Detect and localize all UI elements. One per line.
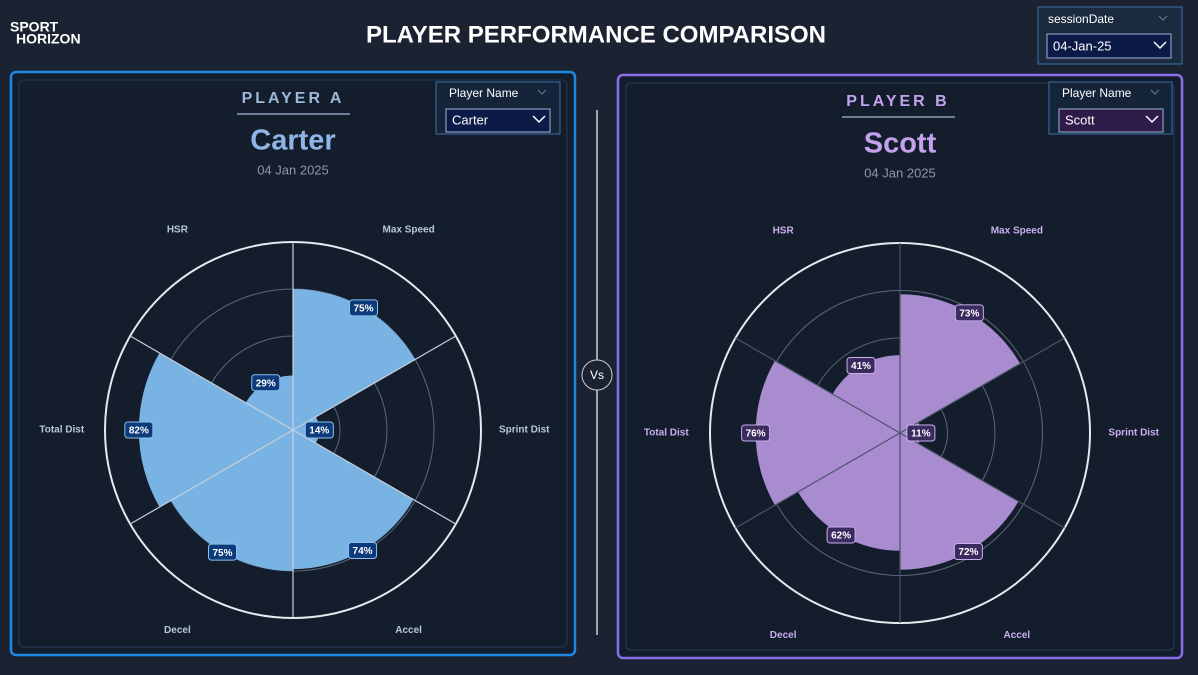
date-filter-label: sessionDate xyxy=(1048,12,1114,26)
chevron xyxy=(1145,115,1159,124)
spoke xyxy=(292,335,457,431)
category-label: Total Dist xyxy=(39,425,84,436)
page-title: PLAYER PERFORMANCE COMPARISON xyxy=(366,21,826,48)
value-label-box xyxy=(304,421,334,439)
category-label: Decel xyxy=(164,625,191,636)
wedge xyxy=(170,430,293,571)
wedge xyxy=(138,352,293,508)
category-label: Sprint Dist xyxy=(1108,428,1159,439)
chevron xyxy=(532,115,546,124)
value-label-box xyxy=(208,543,237,561)
value-label: 14% xyxy=(309,426,329,437)
value-label: 74% xyxy=(353,546,373,557)
value-label: 72% xyxy=(958,547,978,558)
logo-top: SPORT xyxy=(10,19,59,35)
spoke xyxy=(735,337,901,434)
category-label: Max Speed xyxy=(991,225,1043,236)
value-label-box xyxy=(348,541,378,559)
spoke xyxy=(292,429,457,525)
spoke xyxy=(899,337,1065,434)
category-label: HSR xyxy=(167,224,189,235)
category-label: Decel xyxy=(770,630,797,641)
chevron xyxy=(1158,15,1168,21)
value-label-box xyxy=(954,304,984,322)
filter-label: Player Name xyxy=(1062,86,1132,100)
player-heading: PLAYER B xyxy=(846,93,949,110)
value-label: 41% xyxy=(851,361,871,372)
date-select[interactable] xyxy=(1046,33,1172,59)
category-label: Total Dist xyxy=(644,428,689,439)
wedge xyxy=(832,355,900,433)
session-date: 04 Jan 2025 xyxy=(864,165,936,180)
chevron xyxy=(1153,41,1167,50)
value-label: 75% xyxy=(212,548,232,559)
value-label: 29% xyxy=(256,378,276,389)
value-label-box xyxy=(124,421,154,439)
filter-value: Scott xyxy=(1065,112,1095,127)
wedge xyxy=(900,294,1021,433)
value-label-box xyxy=(251,374,281,392)
spoke xyxy=(899,432,1065,529)
value-label-box xyxy=(953,542,983,560)
session-date: 04 Jan 2025 xyxy=(257,162,329,177)
chevron xyxy=(1150,89,1160,95)
value-label: 75% xyxy=(353,304,373,315)
date-value: 04-Jan-25 xyxy=(1053,38,1112,53)
value-label: 82% xyxy=(129,426,149,437)
value-label-box xyxy=(741,424,771,442)
category-label: Sprint Dist xyxy=(499,425,550,436)
value-label: 73% xyxy=(959,309,979,320)
spoke xyxy=(129,429,294,525)
player-heading: PLAYER A xyxy=(242,90,345,107)
category-label: Accel xyxy=(395,625,422,636)
wedge xyxy=(293,289,416,430)
logo-bottom: HORIZON xyxy=(16,31,81,47)
value-label-box xyxy=(349,299,378,317)
spoke xyxy=(129,335,294,431)
wedge xyxy=(900,433,1019,570)
value-label: 11% xyxy=(911,429,931,440)
wedge xyxy=(755,360,900,506)
vs-badge xyxy=(581,359,613,391)
vs-text: Vs xyxy=(590,368,604,382)
value-label: 76% xyxy=(746,429,766,440)
filter-label: Player Name xyxy=(449,86,519,100)
value-label-box xyxy=(826,526,856,544)
player-select[interactable] xyxy=(445,108,551,133)
panel-b-inner xyxy=(625,82,1175,651)
value-label-box xyxy=(906,424,936,442)
spoke xyxy=(735,432,901,529)
category-label: Accel xyxy=(1004,630,1031,641)
category-label: HSR xyxy=(773,225,795,236)
category-label: Max Speed xyxy=(382,224,434,235)
wedge xyxy=(293,430,414,570)
value-label-box xyxy=(846,357,876,375)
player-name: Carter xyxy=(250,125,335,157)
player-select[interactable] xyxy=(1058,108,1164,133)
player-name: Scott xyxy=(864,128,937,160)
value-label: 62% xyxy=(831,531,851,542)
wedge xyxy=(797,433,900,551)
filter-value: Carter xyxy=(452,112,489,127)
chevron xyxy=(537,89,547,95)
panel-a-inner xyxy=(18,79,568,648)
